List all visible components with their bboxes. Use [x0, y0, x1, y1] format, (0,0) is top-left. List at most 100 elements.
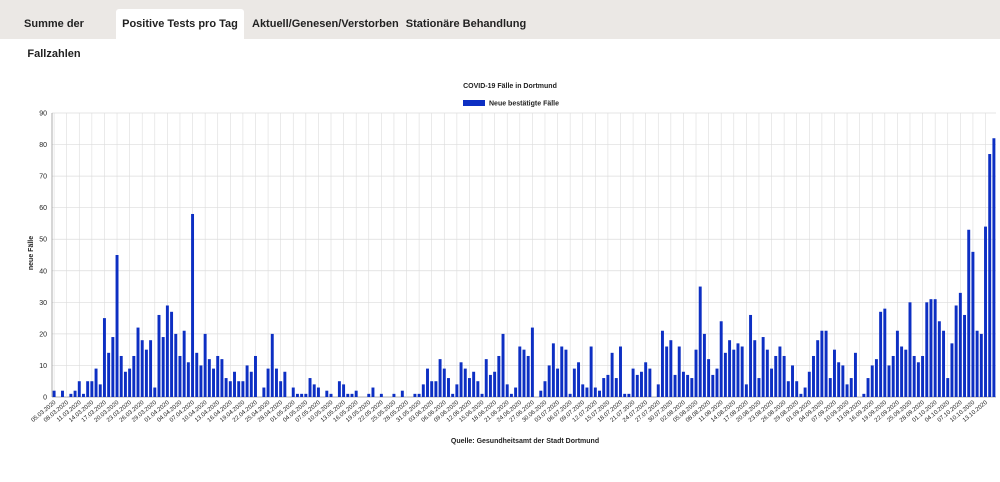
bar [463, 368, 467, 397]
bar [530, 327, 534, 397]
bar [367, 393, 371, 397]
bar [627, 393, 631, 397]
bar [833, 349, 836, 397]
bar [203, 333, 207, 397]
bar [728, 340, 732, 397]
bar [136, 327, 140, 397]
y-tick-label: 50 [39, 237, 47, 244]
bar [581, 384, 585, 397]
tab-aktuell-genesen-verstorben[interactable]: Aktuell/Genesen/Verstorben [252, 18, 399, 30]
bar [694, 349, 698, 397]
y-tick-label: 60 [39, 205, 47, 212]
bar [476, 381, 480, 397]
bar [488, 374, 492, 397]
bar [807, 371, 811, 397]
bar [283, 371, 287, 397]
bar [392, 393, 396, 397]
bar [568, 393, 572, 397]
bar [749, 314, 753, 397]
bar [123, 371, 127, 397]
bar [98, 384, 102, 397]
y-tick-label: 0 [43, 395, 47, 402]
bar [723, 352, 727, 397]
bar [174, 333, 178, 397]
bar [644, 362, 648, 397]
bar [975, 330, 979, 397]
bar [295, 393, 299, 397]
bar [354, 390, 358, 397]
tab-positive-tests-pro-tag[interactable]: Positive Tests pro Tag [116, 9, 244, 39]
bar [165, 305, 169, 397]
bar [589, 346, 593, 397]
bar [900, 346, 904, 397]
bar [812, 355, 815, 397]
bar [963, 314, 967, 397]
bar [979, 333, 983, 397]
bar [837, 362, 841, 397]
y-tick-label: 70 [39, 174, 47, 181]
bar [115, 255, 119, 397]
legend-label: Neue bestätigte Fälle [489, 101, 559, 108]
bar [946, 378, 950, 397]
tab-summe-der-fallzahlen[interactable]: Summe der Fallzahlen [24, 18, 84, 60]
bar [732, 349, 736, 397]
bar [598, 390, 601, 397]
bar [518, 346, 522, 397]
bar [417, 393, 421, 397]
bar [665, 346, 669, 397]
bar [266, 368, 270, 397]
bar [157, 314, 161, 397]
bar [551, 343, 555, 397]
bar [556, 368, 560, 397]
bar [786, 381, 790, 397]
bar [912, 355, 916, 397]
bar [908, 302, 912, 397]
bar [778, 346, 782, 397]
bar [241, 381, 245, 397]
bar [300, 393, 304, 397]
tab-stationaere-behandlung[interactable]: Stationäre Behandlung [405, 18, 527, 30]
bar [820, 330, 824, 397]
bar [614, 378, 618, 397]
bar [887, 365, 891, 397]
bar [719, 321, 723, 397]
bar [648, 368, 652, 397]
bar [195, 352, 199, 397]
bar [547, 365, 551, 397]
bar [52, 390, 56, 397]
bar [992, 138, 996, 397]
bar [480, 393, 484, 397]
bar [765, 349, 769, 397]
bar [757, 378, 761, 397]
bar [90, 381, 94, 397]
bar [350, 393, 354, 397]
bar [81, 393, 85, 397]
bar [799, 393, 803, 397]
bar [254, 355, 257, 397]
bar [954, 305, 958, 397]
tab-bar: Summe der Fallzahlen Positive Tests pro … [0, 0, 1000, 60]
bar [279, 381, 283, 397]
bar [400, 390, 404, 397]
legend-swatch [463, 100, 485, 106]
bar [426, 368, 429, 397]
bar [132, 355, 136, 397]
bar [916, 362, 920, 397]
bar [761, 337, 765, 397]
bar [711, 374, 715, 397]
bar [577, 362, 581, 397]
bar [933, 299, 937, 397]
bar [233, 371, 236, 397]
bar [493, 371, 497, 397]
bar [958, 292, 962, 397]
bar [681, 371, 685, 397]
bar [866, 378, 870, 397]
bar [631, 368, 635, 397]
bar [170, 311, 174, 397]
bar [740, 346, 744, 397]
bar [824, 330, 828, 397]
bar [86, 381, 90, 397]
bar [77, 381, 81, 397]
bar [312, 384, 316, 397]
bar [526, 355, 530, 397]
